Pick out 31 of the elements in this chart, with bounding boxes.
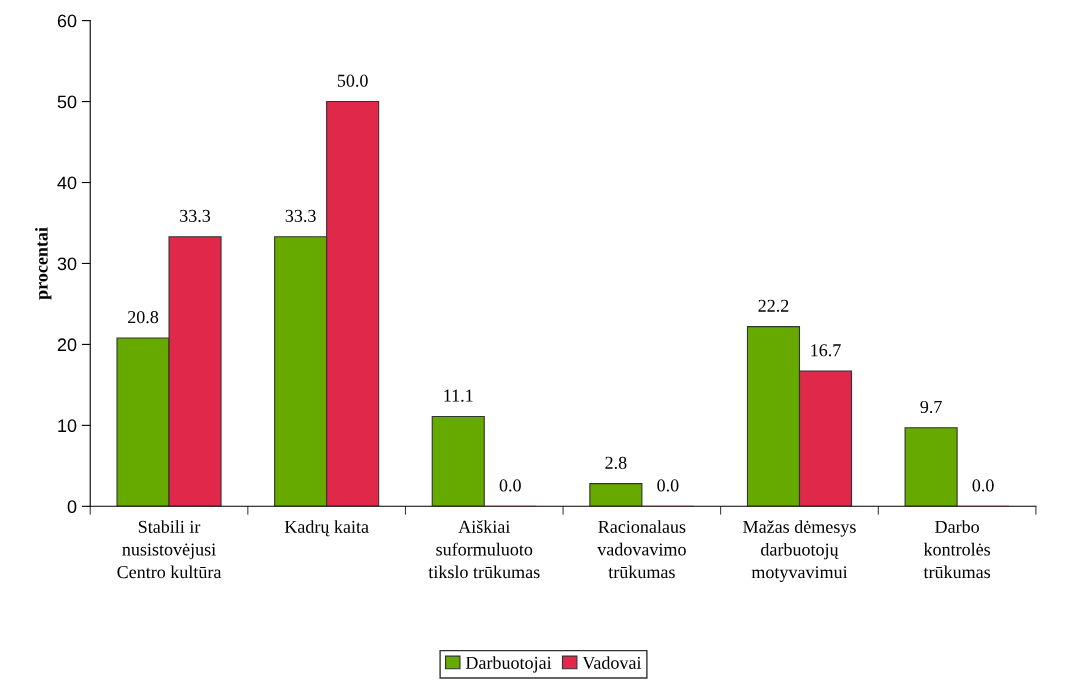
data-label: 0.0 [499,479,521,492]
y-tick-label: 10 [58,419,77,433]
data-label: 11.1 [444,389,473,402]
x-tick-label: Stabili ir nusistovėjusi Centro kultūra [117,520,222,579]
data-label: 20.8 [128,310,159,324]
x-tick-label: Mažas dėmesys darbuotojų motyvavimui [743,520,856,582]
bar [904,427,958,507]
data-label: 22.2 [758,299,789,312]
data-label: 33.3 [285,209,316,223]
y-tick-label: 60 [57,14,77,28]
bar [589,483,643,507]
data-label: 0.0 [657,479,679,492]
x-tick-label: Aiškiai suformuluoto tikslo trūkumas [428,520,540,579]
x-tick-label: Darbo kontrolės trūkumas [923,520,991,579]
data-label: 50.0 [337,74,368,87]
data-label: 33.3 [180,209,211,223]
data-label: 9.7 [920,400,942,414]
y-tick-label: 20 [57,338,77,352]
legend-label: Vadovai [582,656,642,669]
data-label: 16.7 [811,344,841,357]
y-tick-label: 50 [57,95,77,109]
x-tick-label: Racionalaus vadovavimo trūkumas [597,520,686,579]
y-tick-label: 40 [57,176,77,190]
y-tick-label: 30 [57,257,77,271]
bar [431,415,485,507]
data-label: 2.8 [605,456,627,469]
legend-label: Darbuotojai [465,656,552,673]
y-axis-title: procentai [35,227,52,300]
y-tick-label: 0 [67,500,77,514]
data-label: 0.0 [972,479,994,492]
x-tick-label: Kadrų kaita [284,520,369,537]
